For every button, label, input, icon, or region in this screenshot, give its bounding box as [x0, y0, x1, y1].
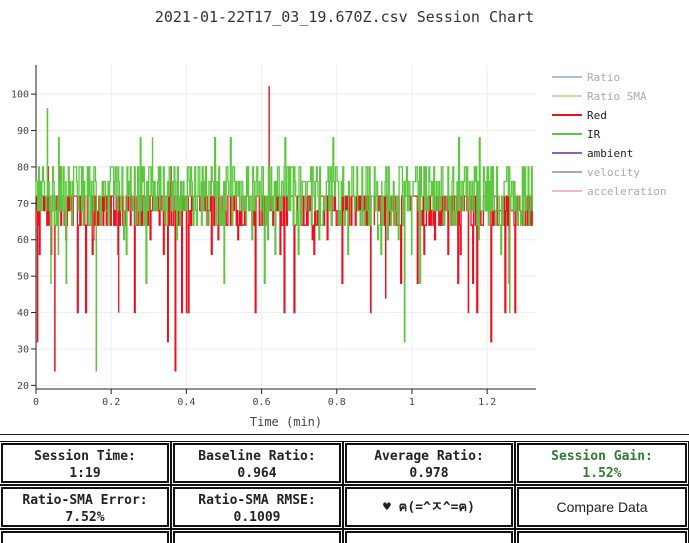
- sma-rmse-label: Ratio-SMA RMSE:: [198, 493, 316, 508]
- y-tick-label: 60: [17, 235, 29, 246]
- y-tick-label: 80: [17, 162, 29, 173]
- baseline-ratio-box: Baseline Ratio: 0.964: [171, 441, 343, 485]
- session-gain-value: 1.52%: [582, 466, 622, 481]
- y-tick-label: 90: [17, 126, 29, 137]
- x-tick-label: 0.8: [328, 397, 346, 408]
- x-tick-label: 0.4: [177, 397, 195, 408]
- legend-label-ir: IR: [587, 128, 601, 141]
- average-ratio-value: 0.978: [409, 466, 449, 481]
- legend-label-acceleration: acceleration: [587, 185, 666, 198]
- y-tick-label: 50: [17, 272, 29, 283]
- y-tick-label: 30: [17, 344, 29, 355]
- sma-error-label: Ratio-SMA Error:: [22, 493, 148, 508]
- session-time-label: Session Time:: [34, 449, 136, 464]
- x-tick-label: 1.2: [478, 397, 496, 408]
- legend-label-ratio: Ratio: [587, 71, 620, 84]
- legend-label-ratio-sma: Ratio SMA: [587, 90, 647, 103]
- legend: Ratio Ratio SMA Red IR ambient velocity accele…: [552, 71, 666, 198]
- legend-label-ambient: ambient: [587, 147, 633, 160]
- legend-label-velocity: velocity: [587, 166, 640, 179]
- extra-box-3: [343, 529, 515, 543]
- stats-panel: Session Time: 1:19 Baseline Ratio: 0.964…: [0, 434, 689, 543]
- average-ratio-box: Average Ratio: 0.978: [343, 441, 515, 485]
- series-red-line: [35, 86, 533, 372]
- cat-face-text: ♥ ฅ(=^ㅈ^=ฅ): [383, 499, 475, 515]
- x-tick-label: 1: [409, 397, 415, 408]
- y-tick-label: 20: [17, 381, 29, 392]
- session-time-box: Session Time: 1:19: [0, 441, 171, 485]
- extra-box-4: [515, 529, 689, 543]
- sma-error-box: Ratio-SMA Error: 7.52%: [0, 485, 171, 529]
- extra-box-2: [171, 529, 343, 543]
- y-tick-label: 40: [17, 308, 29, 319]
- extra-box-1: [0, 529, 171, 543]
- baseline-ratio-value: 0.964: [237, 466, 277, 481]
- sma-rmse-box: Ratio-SMA RMSE: 0.1009: [171, 485, 343, 529]
- legend-label-red: Red: [587, 109, 607, 122]
- sma-rmse-value: 0.1009: [233, 510, 281, 525]
- session-gain-box: Session Gain: 1.52%: [515, 441, 689, 485]
- compare-data-button[interactable]: Compare Data: [515, 485, 689, 529]
- average-ratio-label: Average Ratio:: [374, 449, 484, 464]
- baseline-ratio-label: Baseline Ratio:: [198, 449, 316, 464]
- x-tick-label: 0: [33, 397, 39, 408]
- session-time-value: 1:19: [69, 466, 101, 481]
- x-tick-label: 0.6: [253, 397, 271, 408]
- axes: 20 30 40 50 60 70 80 90 100 0 0.2 0.4 0.6 0.8 1 1.2: [11, 65, 536, 408]
- y-tick-label: 100: [11, 90, 29, 101]
- y-tick-label: 70: [17, 199, 29, 210]
- session-gain-label: Session Gain:: [551, 449, 653, 464]
- x-axis-label: Time (min): [250, 415, 322, 429]
- chart-area: 20 30 40 50 60 70 80 90 100 0 0.2 0.4 0.6 0.8 1 1.2 Rat…: [11, 65, 666, 429]
- sma-error-value: 7.52%: [65, 510, 105, 525]
- chart-title: 2021-01-22T17_03_19.670Z.csv Session Cha…: [154, 8, 535, 26]
- cat-face-box: ♥ ฅ(=^ㅈ^=ฅ): [343, 485, 515, 529]
- x-tick-label: 0.2: [102, 397, 120, 408]
- series-layer: [35, 86, 533, 372]
- series-ir-line: [35, 108, 533, 372]
